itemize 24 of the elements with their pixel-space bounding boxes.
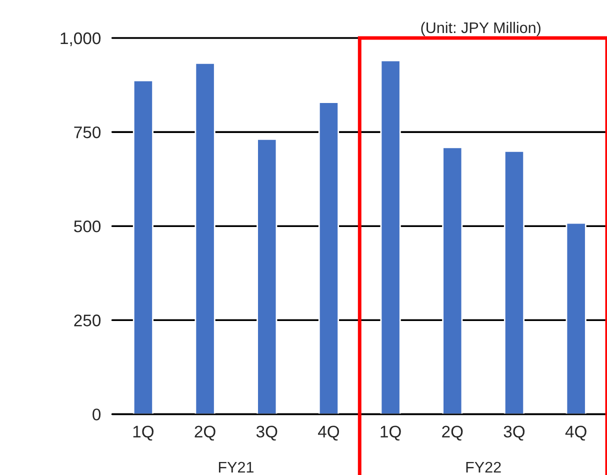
bar [132, 80, 154, 414]
y-tick-label: 0 [92, 408, 101, 420]
bar [318, 102, 340, 414]
y-tick-label: 500 [74, 220, 101, 232]
y-tick-label: 1,000 [60, 32, 101, 46]
bar [380, 60, 401, 414]
x-tick-label: 2Q [442, 426, 463, 441]
chart-subtitle: (Unit: JPY Million) [421, 22, 540, 36]
bar [442, 146, 463, 414]
bar [504, 150, 525, 414]
bar [194, 62, 216, 414]
x-tick-label: 1Q [380, 426, 401, 441]
x-tick-label: 4Q [565, 426, 586, 441]
bar [256, 138, 278, 414]
y-tick-label: 750 [74, 126, 101, 138]
text: FY21 [218, 462, 254, 472]
bar [566, 222, 586, 414]
x-tick-label: 1Q [133, 426, 154, 441]
x-tick-label: 3Q [504, 426, 525, 441]
x-tick-label: 3Q [256, 426, 278, 441]
x-tick-label: 2Q [194, 426, 216, 441]
text: FY22 [466, 462, 501, 472]
y-tick-label: 250 [74, 314, 101, 326]
x-tick-label: 4Q [318, 426, 340, 441]
